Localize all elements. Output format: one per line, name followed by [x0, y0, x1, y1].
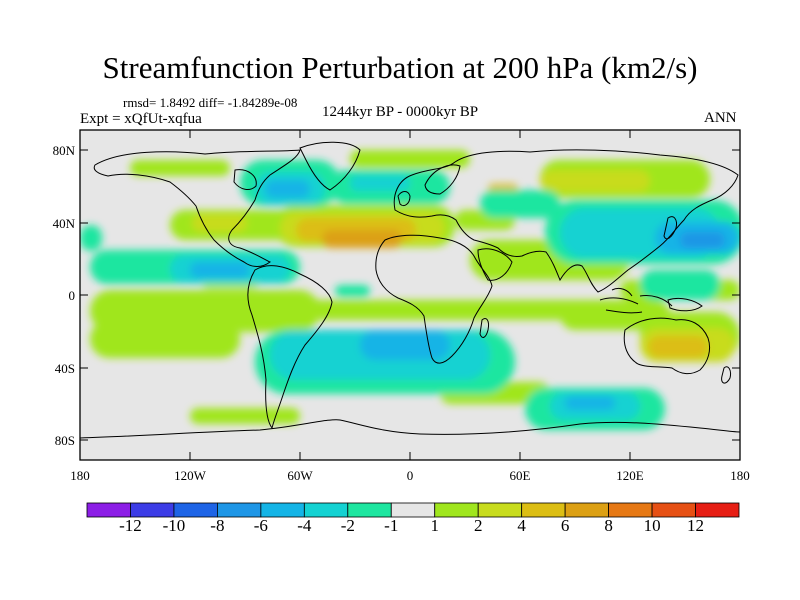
lon-tick-label: 60E [510, 468, 531, 483]
field-region-neg1-33 [640, 270, 720, 300]
coast-arabia [477, 248, 513, 281]
colorbar-swatch [695, 502, 740, 518]
field-region-neg1-35 [335, 285, 370, 297]
colorbar-swatch [347, 502, 392, 518]
field-region-pos1-15 [262, 290, 298, 308]
coast-new-zealand [721, 366, 731, 384]
colorbar-swatch [86, 502, 131, 518]
colorbar-label: -12 [119, 516, 142, 535]
lon-tick-label: 180 [70, 468, 90, 483]
colorbar-swatch [521, 502, 566, 518]
field-region-neg1-29 [480, 190, 560, 218]
lon-tick-label: 60W [287, 468, 313, 483]
lon-tick-label: 0 [407, 468, 414, 483]
coast-africa [375, 234, 493, 364]
colorbar-swatch [130, 502, 175, 518]
lat-tick-label: 80N [53, 143, 76, 158]
colorbar [86, 502, 740, 518]
coast-north-america [93, 149, 301, 267]
field-region-pos1-12 [350, 150, 470, 168]
colorbar-swatch [564, 502, 610, 518]
colorbar-label: -4 [297, 516, 312, 535]
coast-greenland [299, 141, 361, 191]
field-region-neg1-34 [80, 225, 102, 251]
colorbar-label: -8 [210, 516, 225, 535]
field-region-pos4-25 [350, 235, 390, 247]
colorbar-swatch [477, 502, 523, 518]
coast-australia [623, 317, 711, 375]
lat-tick-label: 40S [55, 361, 75, 376]
colorbar-label: -1 [384, 516, 399, 535]
coast-madagascar [479, 317, 489, 338]
coastlines [80, 141, 740, 439]
colorbar-label: -10 [162, 516, 186, 535]
field-region-pos1-2 [300, 300, 630, 320]
colorbar-swatch [390, 502, 436, 518]
colorbar-swatch [303, 502, 349, 518]
coast-hudson-bay [233, 169, 257, 190]
colorbar-label: -6 [253, 516, 268, 535]
stats-label: rmsd= 1.8492 diff= -1.84289e-08 [123, 95, 298, 110]
lat-tick-label: 40N [53, 216, 76, 231]
lon-tick-label: 120W [174, 468, 207, 483]
field-region-neg3-43 [190, 262, 250, 278]
colorbar-swatch [608, 502, 653, 518]
plot-title: Streamfunction Perturbation at 200 hPa (… [102, 50, 698, 85]
colorbar-label: 4 [517, 516, 526, 535]
coast-eurasia [393, 149, 739, 293]
coast-britain [397, 191, 411, 207]
field-region-neg3-44 [360, 330, 450, 360]
lat-tick-label: 80S [55, 433, 75, 448]
colorbar-swatch [434, 502, 479, 518]
field-region-pos2-19 [540, 170, 650, 192]
colorbar-swatch [260, 502, 305, 518]
field-region-pos1-1 [90, 320, 240, 358]
field-region-pos1-6 [190, 408, 300, 424]
period-label: 1244kyr BP - 0000kyr BP [322, 104, 479, 120]
colorbar-label: -2 [340, 516, 355, 535]
coast-scandinavia [424, 164, 461, 195]
axis-tick-labels: 80N 40N 0 40S 80S 180 120W 60W 0 60E 120E 180 [53, 143, 750, 483]
coast-new-guinea [667, 297, 703, 312]
coast-japan [663, 216, 677, 240]
colorbar-swatch [216, 502, 262, 518]
colorbar-label: 12 [687, 516, 705, 535]
coast-south-america [247, 265, 333, 430]
field-region-pos1-14 [130, 160, 230, 176]
field-region-pos3-22 [648, 336, 708, 358]
axis-ticks [79, 130, 741, 460]
colorbar-label: 8 [604, 516, 613, 535]
colorbar-label: 2 [473, 516, 483, 535]
field-region-neg3-46 [565, 396, 615, 410]
colorbar-swatch [651, 502, 696, 518]
coast-antarctica [80, 419, 740, 439]
colorbar-label: 10 [643, 516, 661, 535]
field-region-neg4-47 [680, 232, 725, 248]
colorbar-swatch [173, 502, 218, 518]
coast-indonesia [599, 287, 673, 314]
colorbar-label: 6 [560, 516, 570, 535]
lat-tick-label: 0 [69, 288, 76, 303]
field-region-neg2-41 [350, 175, 410, 191]
lon-tick-label: 180 [730, 468, 750, 483]
season-label: ANN [704, 110, 737, 126]
field-region-pos1-4 [560, 300, 670, 330]
streamfunction-field [80, 150, 740, 430]
field-region-neg3-42 [265, 180, 310, 198]
experiment-label: Expt = xQfUt-xqfua [80, 111, 202, 127]
lon-tick-label: 120E [616, 468, 644, 483]
colorbar-label: 1 [430, 516, 439, 535]
